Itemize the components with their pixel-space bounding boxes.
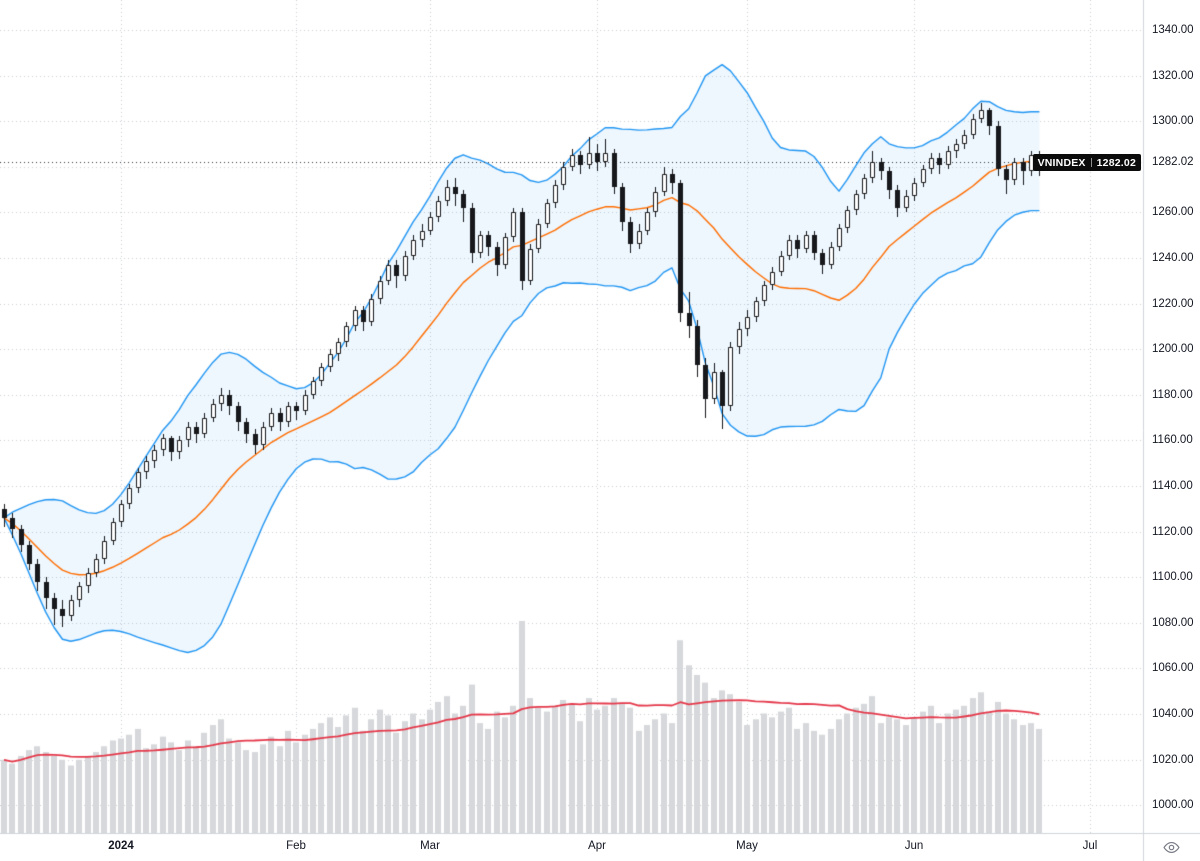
price-tick-label: 1282.02 — [1152, 156, 1194, 169]
price-tick-label: 1300.00 — [1152, 115, 1194, 128]
price-tick-label: 1340.00 — [1152, 24, 1194, 36]
price-tick-label: 1160.00 — [1152, 434, 1193, 447]
symbol-price-label: 1282.02 — [1096, 156, 1136, 169]
price-tick-label: 1040.00 — [1152, 708, 1194, 720]
price-tick-label: 1180.00 — [1152, 388, 1193, 401]
price-axis[interactable]: 1000.00 1020.00 1040.00 1060.00 1080.00 1100.… — [1143, 0, 1200, 833]
price-tick-label: 1100.00 — [1152, 571, 1193, 584]
price-tick-label: 1240.00 — [1152, 252, 1194, 264]
price-tick-label: 1140.00 — [1152, 480, 1193, 492]
price-tick-label: 1000.00 — [1152, 799, 1194, 812]
time-axis-label: Feb — [286, 840, 306, 852]
price-tick-label: 1020.00 — [1152, 753, 1194, 766]
price-tick-label: 1220.00 — [1152, 297, 1194, 310]
time-axis-label: Jul — [1082, 840, 1098, 852]
time-axis[interactable]: 2024 Feb Mar Apr May Jun Jul — [0, 834, 1143, 861]
price-tick-label: 1120.00 — [1152, 525, 1193, 538]
price-tick-label: 1080.00 — [1152, 616, 1194, 629]
price-tick-label: 1200.00 — [1152, 343, 1194, 356]
time-axis-label: May — [736, 840, 758, 852]
time-axis-label: Apr — [588, 840, 606, 852]
axis-settings-button[interactable] — [1159, 837, 1183, 857]
price-tick-label: 1060.00 — [1152, 662, 1194, 675]
symbol-price-badge: VNINDEX 1282.02 — [1032, 154, 1141, 171]
time-axis-label: Jun — [904, 840, 924, 852]
symbol-name-label: VNINDEX — [1037, 156, 1086, 169]
time-axis-label: 2024 — [108, 840, 134, 852]
price-tick-label: 1260.00 — [1152, 206, 1194, 219]
time-axis-label: Mar — [420, 840, 440, 852]
eye-icon — [1162, 839, 1180, 856]
badge-separator — [1090, 158, 1092, 167]
price-tick-label: 1320.00 — [1152, 69, 1194, 82]
